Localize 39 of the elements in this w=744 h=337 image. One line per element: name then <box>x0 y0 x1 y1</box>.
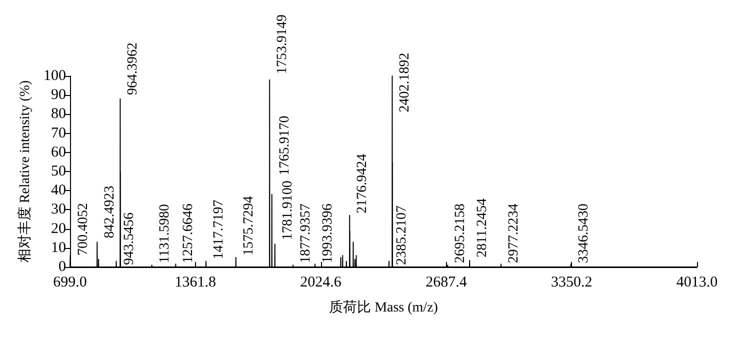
annotation: 1753.9149 <box>275 14 290 74</box>
annotation: 2176.9424 <box>355 154 370 214</box>
y-axis-title: 相对丰度 Relative intensity (%) <box>17 80 34 263</box>
y-tick-label: 70 <box>51 125 66 142</box>
annotation: 964.3962 <box>126 42 141 96</box>
y-tick-label: 0 <box>58 259 66 275</box>
annotation: 1257.6646 <box>181 204 196 264</box>
annotation: 842.4923 <box>102 186 118 238</box>
annotation: 1877.9357 <box>298 204 314 264</box>
y-tick-label: 100 <box>44 68 66 84</box>
annotation: 2402.1892 <box>398 52 413 112</box>
annotation: 943.5456 <box>122 212 137 265</box>
y-tick-label: 30 <box>51 202 66 218</box>
annotation: 2385.2107 <box>394 206 410 265</box>
annotation: 1131.5980 <box>157 204 172 264</box>
x-tick-label: 4013.0 <box>676 274 718 290</box>
x-tick-label: 3350.2 <box>550 274 592 290</box>
annotation: 2695.2158 <box>453 204 468 264</box>
y-tick-label: 90 <box>51 87 66 104</box>
annotation: 1417.7197 <box>211 200 226 260</box>
y-tick-label: 20 <box>51 220 66 237</box>
x-tick-label: 1361.8 <box>174 274 216 290</box>
annotation: 2811.2454 <box>475 198 490 258</box>
y-tick-label: 10 <box>51 240 66 256</box>
annotation: 2977.2234 <box>506 204 522 264</box>
x-tick-label: 2687.4 <box>426 274 468 290</box>
annotation: 1765.9170 <box>277 116 292 176</box>
y-tick-label: 50 <box>51 164 66 180</box>
annotation: 1575.7294 <box>241 196 256 256</box>
y-tick-label: 80 <box>51 106 66 122</box>
x-axis-title: 质荷比 Mass (m/z) <box>329 300 438 316</box>
y-tick-label: 40 <box>51 182 66 199</box>
annotation: 1993.9396 <box>320 204 336 264</box>
x-tick-label: 2024.6 <box>300 274 342 290</box>
y-tick-label: 60 <box>51 144 66 160</box>
annotation: 3346.5430 <box>576 204 592 264</box>
annotation: 1781.9100 <box>280 180 296 240</box>
x-tick-label: 699.0 <box>53 274 87 290</box>
annotation: 700.4052 <box>76 202 91 256</box>
